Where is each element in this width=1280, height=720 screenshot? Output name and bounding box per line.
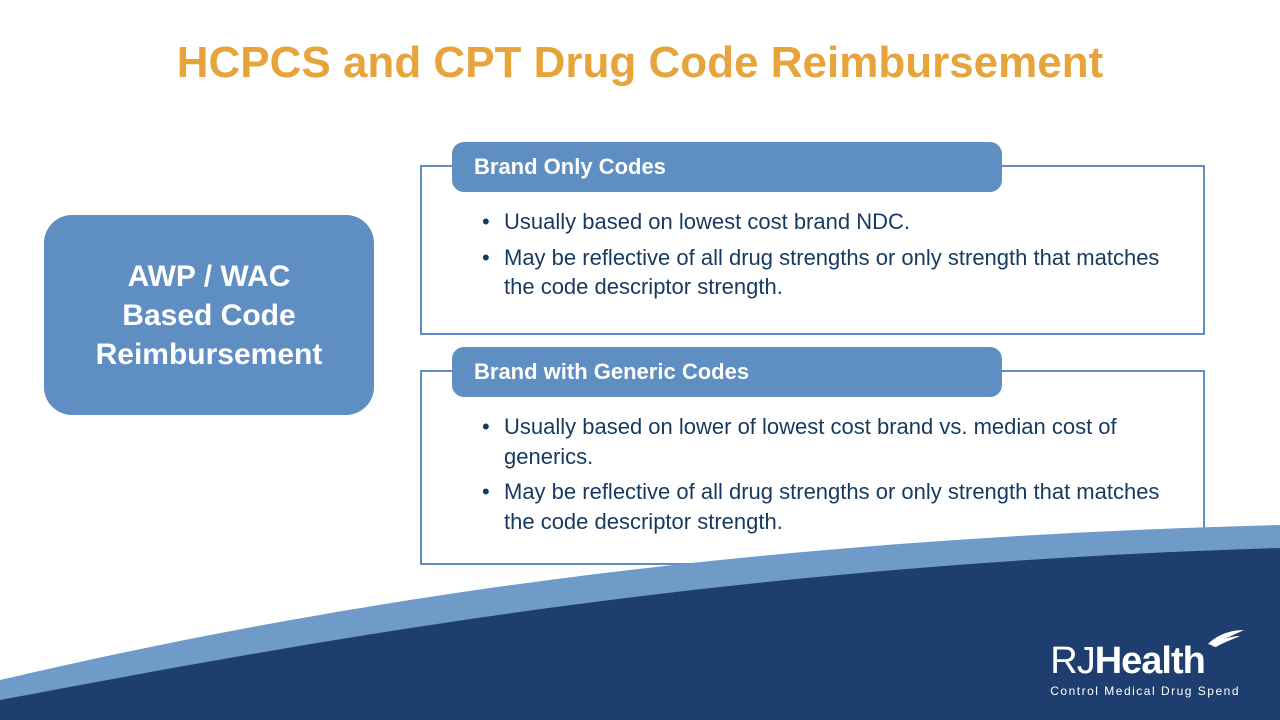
logo-part2: Health (1095, 640, 1205, 682)
logo-part1: RJ (1050, 640, 1094, 682)
side-category-box: AWP / WAC Based Code Reimbursement (44, 215, 374, 415)
bullet-item: Usually based on lowest cost brand NDC. (482, 207, 1173, 237)
panel-body: Usually based on lowest cost brand NDC. … (482, 207, 1173, 308)
logo-tagline: Control Medical Drug Spend (1050, 684, 1240, 698)
logo-wing-icon (1206, 628, 1246, 648)
bullet-item: May be reflective of all drug strengths … (482, 477, 1173, 536)
side-box-line3: Reimbursement (96, 335, 323, 374)
side-box-line2: Based Code (96, 296, 323, 335)
panel-body: Usually based on lower of lowest cost br… (482, 412, 1173, 543)
slide: HCPCS and CPT Drug Code Reimbursement AW… (0, 0, 1280, 720)
panel-brand-only: Brand Only Codes Usually based on lowest… (420, 165, 1205, 335)
bullet-item: May be reflective of all drug strengths … (482, 243, 1173, 302)
logo: RJHealth Control Medical Drug Spend (1050, 642, 1240, 698)
side-box-line1: AWP / WAC (96, 257, 323, 296)
slide-title: HCPCS and CPT Drug Code Reimbursement (0, 38, 1280, 88)
bullet-item: Usually based on lower of lowest cost br… (482, 412, 1173, 471)
panel-brand-generic: Brand with Generic Codes Usually based o… (420, 370, 1205, 565)
panel-header: Brand with Generic Codes (452, 347, 1002, 397)
panel-header: Brand Only Codes (452, 142, 1002, 192)
